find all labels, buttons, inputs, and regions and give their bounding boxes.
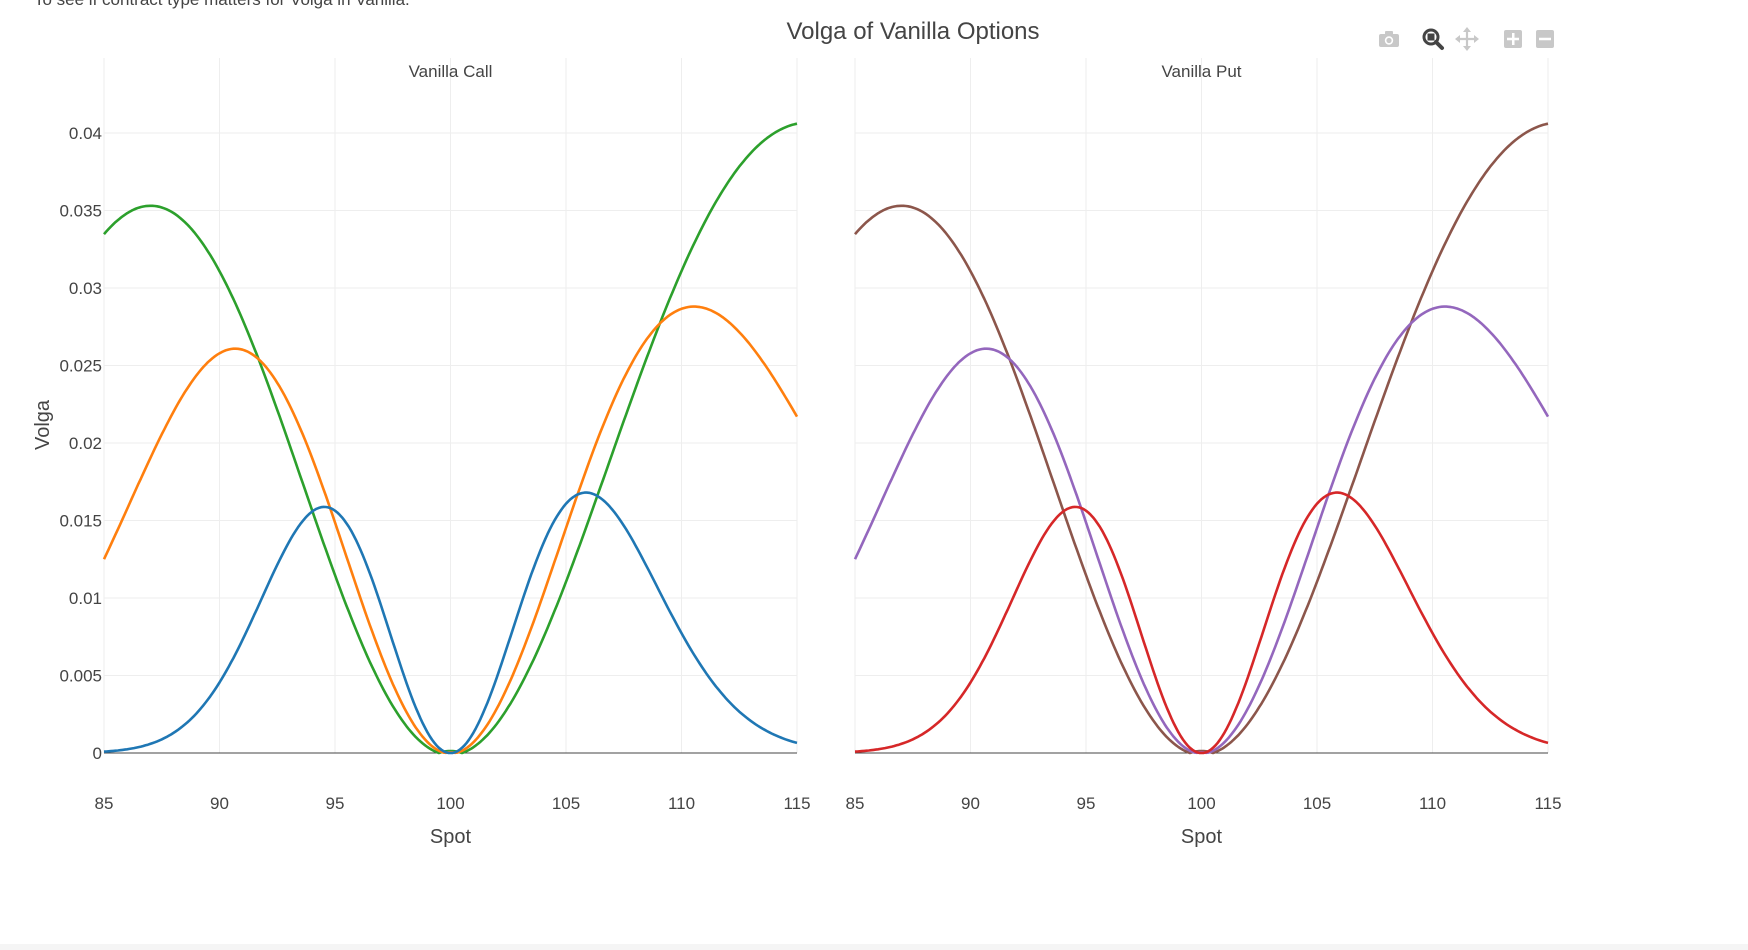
x-axis-label: Spot bbox=[430, 826, 472, 848]
y-axis-label: Volga bbox=[32, 399, 54, 450]
y-tick-label: 0.04 bbox=[69, 124, 102, 143]
x-tick-label: 90 bbox=[210, 794, 229, 813]
x-tick-label: 85 bbox=[846, 794, 865, 813]
y-tick-label: 0.015 bbox=[59, 512, 102, 531]
y-tick-label: 0.01 bbox=[69, 589, 102, 608]
x-tick-label: 85 bbox=[95, 794, 114, 813]
series-line-put-brown bbox=[854, 122, 1549, 755]
x-tick-label: 115 bbox=[1534, 794, 1561, 813]
subplot-title: Vanilla Put bbox=[1161, 62, 1241, 81]
x-tick-label: 100 bbox=[1187, 794, 1215, 813]
zoom-icon[interactable] bbox=[1420, 26, 1446, 52]
series-line-put-red bbox=[854, 491, 1549, 755]
x-tick-label: 110 bbox=[668, 794, 695, 813]
x-tick-label: 100 bbox=[436, 794, 464, 813]
x-tick-label: 95 bbox=[326, 794, 345, 813]
series-line-call-blue bbox=[103, 491, 798, 755]
zoom-in-icon[interactable] bbox=[1500, 26, 1526, 52]
y-tick-label: 0.025 bbox=[59, 357, 102, 376]
bottom-strip bbox=[0, 944, 1748, 950]
x-axis-label: Spot bbox=[1181, 826, 1223, 848]
y-tick-label: 0 bbox=[93, 744, 102, 763]
subplot-title: Vanilla Call bbox=[409, 62, 493, 81]
x-tick-label: 110 bbox=[1419, 794, 1446, 813]
intro-note-text: To see if contract type matters for Volg… bbox=[34, 0, 410, 10]
y-tick-label: 0.005 bbox=[59, 667, 102, 686]
x-tick-label: 105 bbox=[552, 794, 580, 813]
y-tick-label: 0.03 bbox=[69, 279, 102, 298]
zoom-out-icon[interactable] bbox=[1532, 26, 1558, 52]
modebar bbox=[1368, 26, 1748, 52]
y-tick-label: 0.035 bbox=[59, 202, 102, 221]
x-tick-label: 90 bbox=[961, 794, 980, 813]
y-tick-label: 0.02 bbox=[69, 434, 102, 453]
chart-title: Volga of Vanilla Options bbox=[786, 18, 1039, 45]
camera-icon[interactable] bbox=[1376, 26, 1402, 52]
x-tick-label: 105 bbox=[1303, 794, 1331, 813]
x-tick-label: 115 bbox=[783, 794, 810, 813]
pan-icon[interactable] bbox=[1454, 26, 1480, 52]
x-tick-label: 95 bbox=[1077, 794, 1096, 813]
